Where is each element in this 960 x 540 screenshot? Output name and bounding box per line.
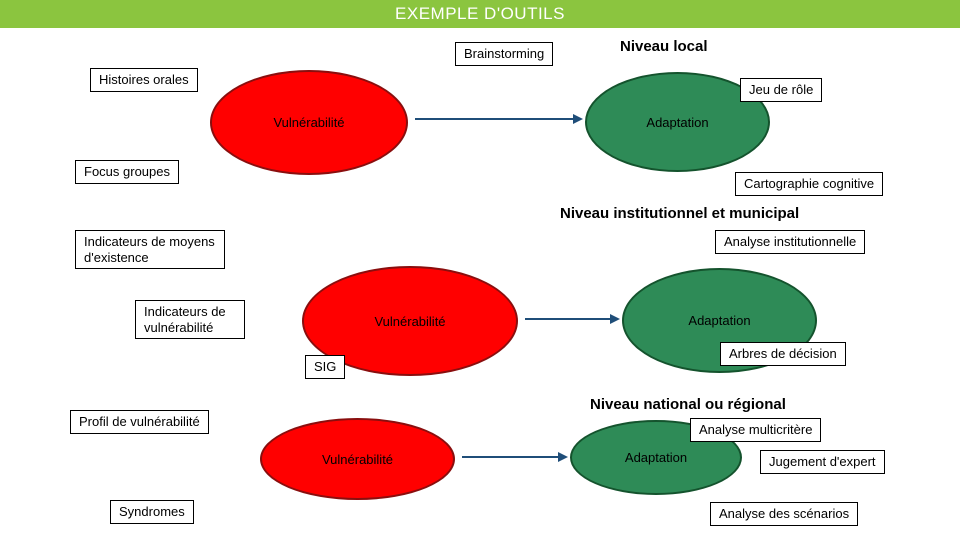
level-local-title: Niveau local — [620, 38, 708, 55]
box-arbres: Arbres de décision — [720, 342, 846, 366]
box-jugement: Jugement d'expert — [760, 450, 885, 474]
box-analyse-inst: Analyse institutionnelle — [715, 230, 865, 254]
level-nat-title: Niveau national ou régional — [590, 396, 786, 413]
arrow-inst — [525, 318, 612, 320]
box-sig: SIG — [305, 355, 345, 379]
box-analyse-scen: Analyse des scénarios — [710, 502, 858, 526]
adapt-label: Adaptation — [688, 313, 750, 328]
box-carto: Cartographie cognitive — [735, 172, 883, 196]
arrow-local-head — [573, 114, 583, 124]
adapt-label: Adaptation — [646, 115, 708, 130]
vuln-ellipse-local: Vulnérabilité — [210, 70, 408, 175]
box-ind-moyens: Indicateurs de moyens d'existence — [75, 230, 225, 269]
vuln-ellipse-nat: Vulnérabilité — [260, 418, 455, 500]
adapt-label: Adaptation — [625, 450, 687, 465]
box-jeu-role: Jeu de rôle — [740, 78, 822, 102]
arrow-local — [415, 118, 575, 120]
vuln-label: Vulnérabilité — [273, 115, 344, 130]
vuln-label: Vulnérabilité — [322, 452, 393, 467]
box-profil: Profil de vulnérabilité — [70, 410, 209, 434]
box-analyse-multi: Analyse multicritère — [690, 418, 821, 442]
header-title: EXEMPLE D'OUTILS — [395, 4, 565, 24]
box-ind-vuln: Indicateurs de vulnérabilité — [135, 300, 245, 339]
arrow-nat-head — [558, 452, 568, 462]
arrow-inst-head — [610, 314, 620, 324]
level-inst-title: Niveau institutionnel et municipal — [560, 205, 799, 222]
box-focus: Focus groupes — [75, 160, 179, 184]
arrow-nat — [462, 456, 560, 458]
header-bar: EXEMPLE D'OUTILS — [0, 0, 960, 28]
box-histoires: Histoires orales — [90, 68, 198, 92]
box-syndromes: Syndromes — [110, 500, 194, 524]
box-brainstorming: Brainstorming — [455, 42, 553, 66]
vuln-label: Vulnérabilité — [374, 314, 445, 329]
